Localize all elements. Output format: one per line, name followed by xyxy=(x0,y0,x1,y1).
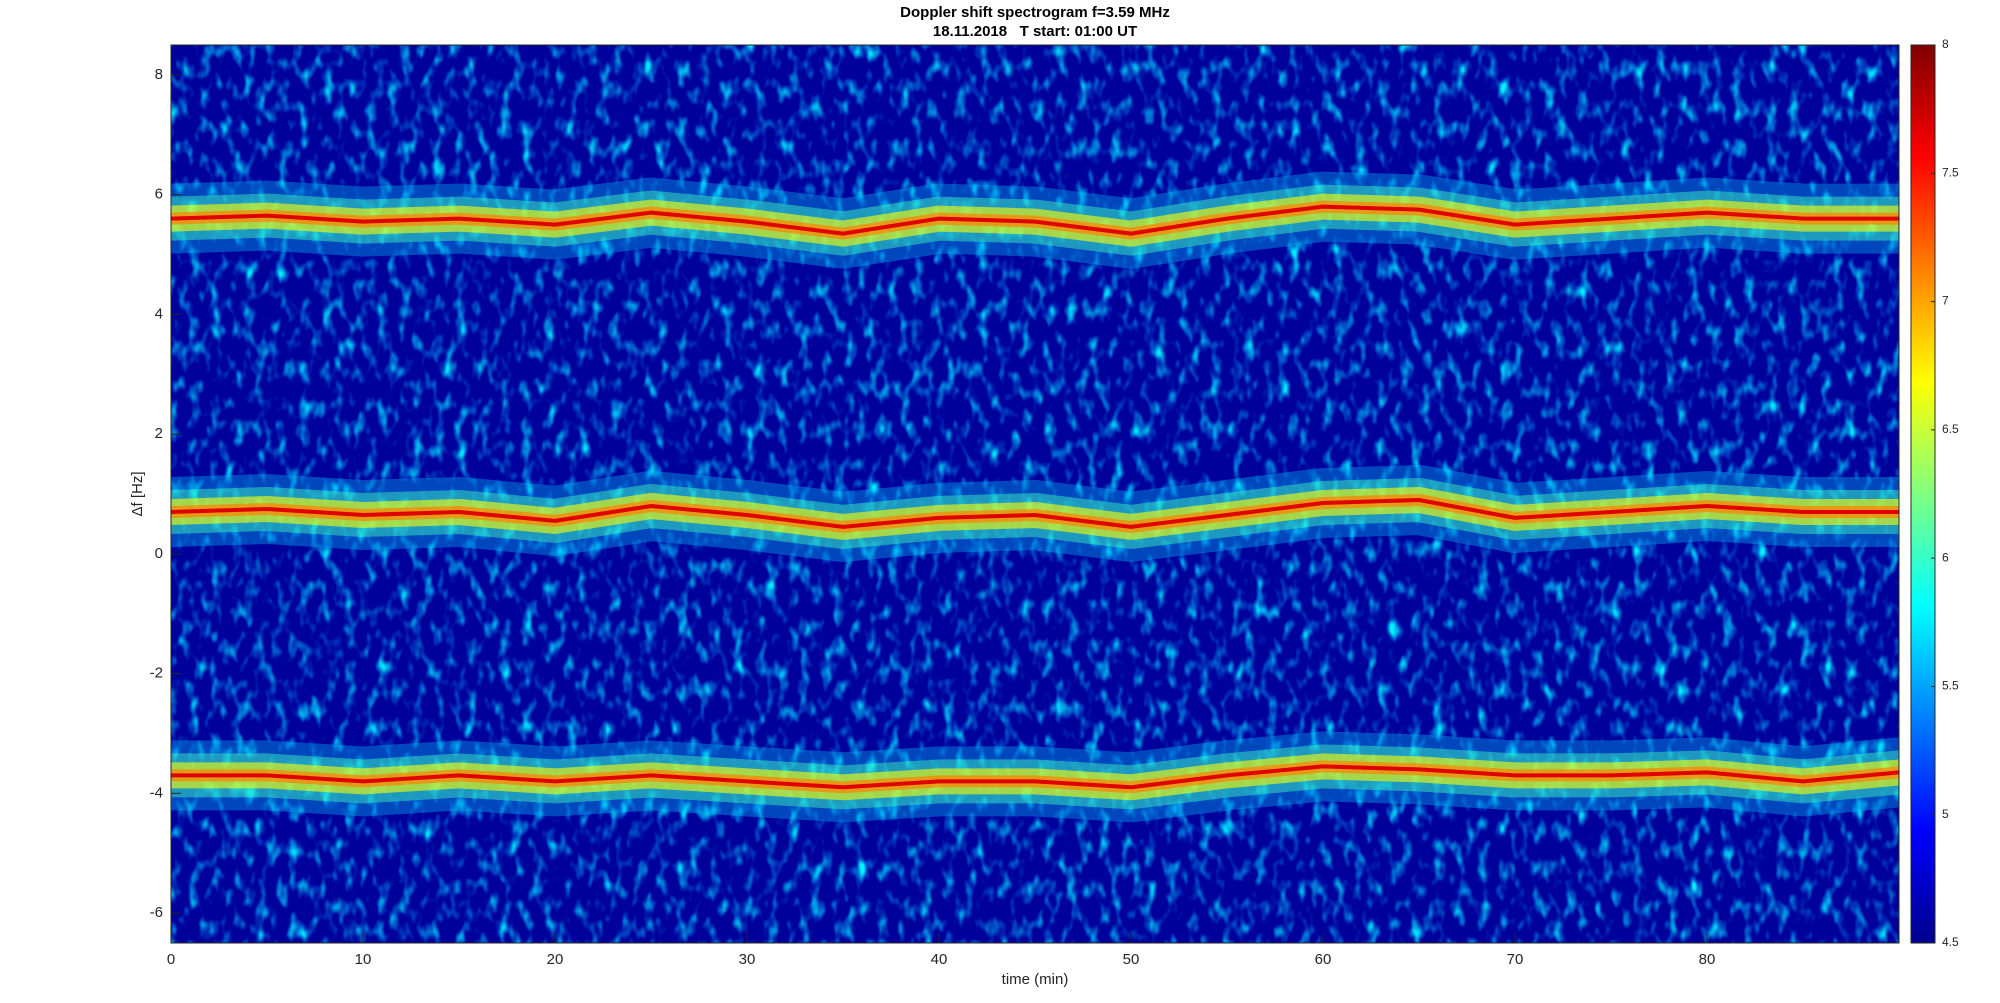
doppler-trace xyxy=(171,498,1899,529)
y-tick-label: 2 xyxy=(155,425,163,442)
chart-subtitle: 18.11.2018 T start: 01:00 UT xyxy=(933,23,1137,40)
x-tick-label: 40 xyxy=(931,951,948,968)
x-tick-label: 10 xyxy=(355,951,372,968)
colorbar-tick-label: 5 xyxy=(1942,807,1949,821)
colorbar-tick-label: 4.5 xyxy=(1942,935,1959,949)
x-tick-label: 70 xyxy=(1507,951,1524,968)
chart-title: Doppler shift spectrogram f=3.59 MHz xyxy=(900,4,1170,21)
axes-frame xyxy=(170,44,1900,944)
doppler-trace xyxy=(171,204,1899,236)
colorbar-tick-label: 7.5 xyxy=(1942,165,1959,179)
colorbar-tick-label: 6.5 xyxy=(1942,422,1959,436)
x-tick-label: 20 xyxy=(547,951,564,968)
plot-area xyxy=(171,171,1899,823)
y-axis-label: Δf [Hz] xyxy=(129,471,146,516)
colorbar-tick-label: 7 xyxy=(1942,294,1949,308)
y-tick-label: 6 xyxy=(155,186,163,203)
y-tick-label: 4 xyxy=(155,305,163,322)
y-tick-label: 0 xyxy=(155,545,163,562)
colorbar-tick-label: 5.5 xyxy=(1942,679,1959,693)
y-tick-label: -4 xyxy=(150,784,163,801)
y-tick-label: -2 xyxy=(150,665,163,682)
colorbar-tick-label: 6 xyxy=(1942,550,1949,564)
x-tick-label: 0 xyxy=(167,951,175,968)
doppler-trace xyxy=(171,764,1899,790)
x-tick-label: 50 xyxy=(1123,951,1140,968)
colorbar xyxy=(1910,44,1936,944)
x-tick-label: 30 xyxy=(739,951,756,968)
x-axis-label: time (min) xyxy=(1002,971,1069,988)
colorbar-tick-label: 8 xyxy=(1942,37,1949,51)
x-tick-label: 60 xyxy=(1315,951,1332,968)
x-tick-label: 80 xyxy=(1699,951,1716,968)
y-tick-label: -6 xyxy=(150,904,163,921)
y-tick-label: 8 xyxy=(155,66,163,83)
